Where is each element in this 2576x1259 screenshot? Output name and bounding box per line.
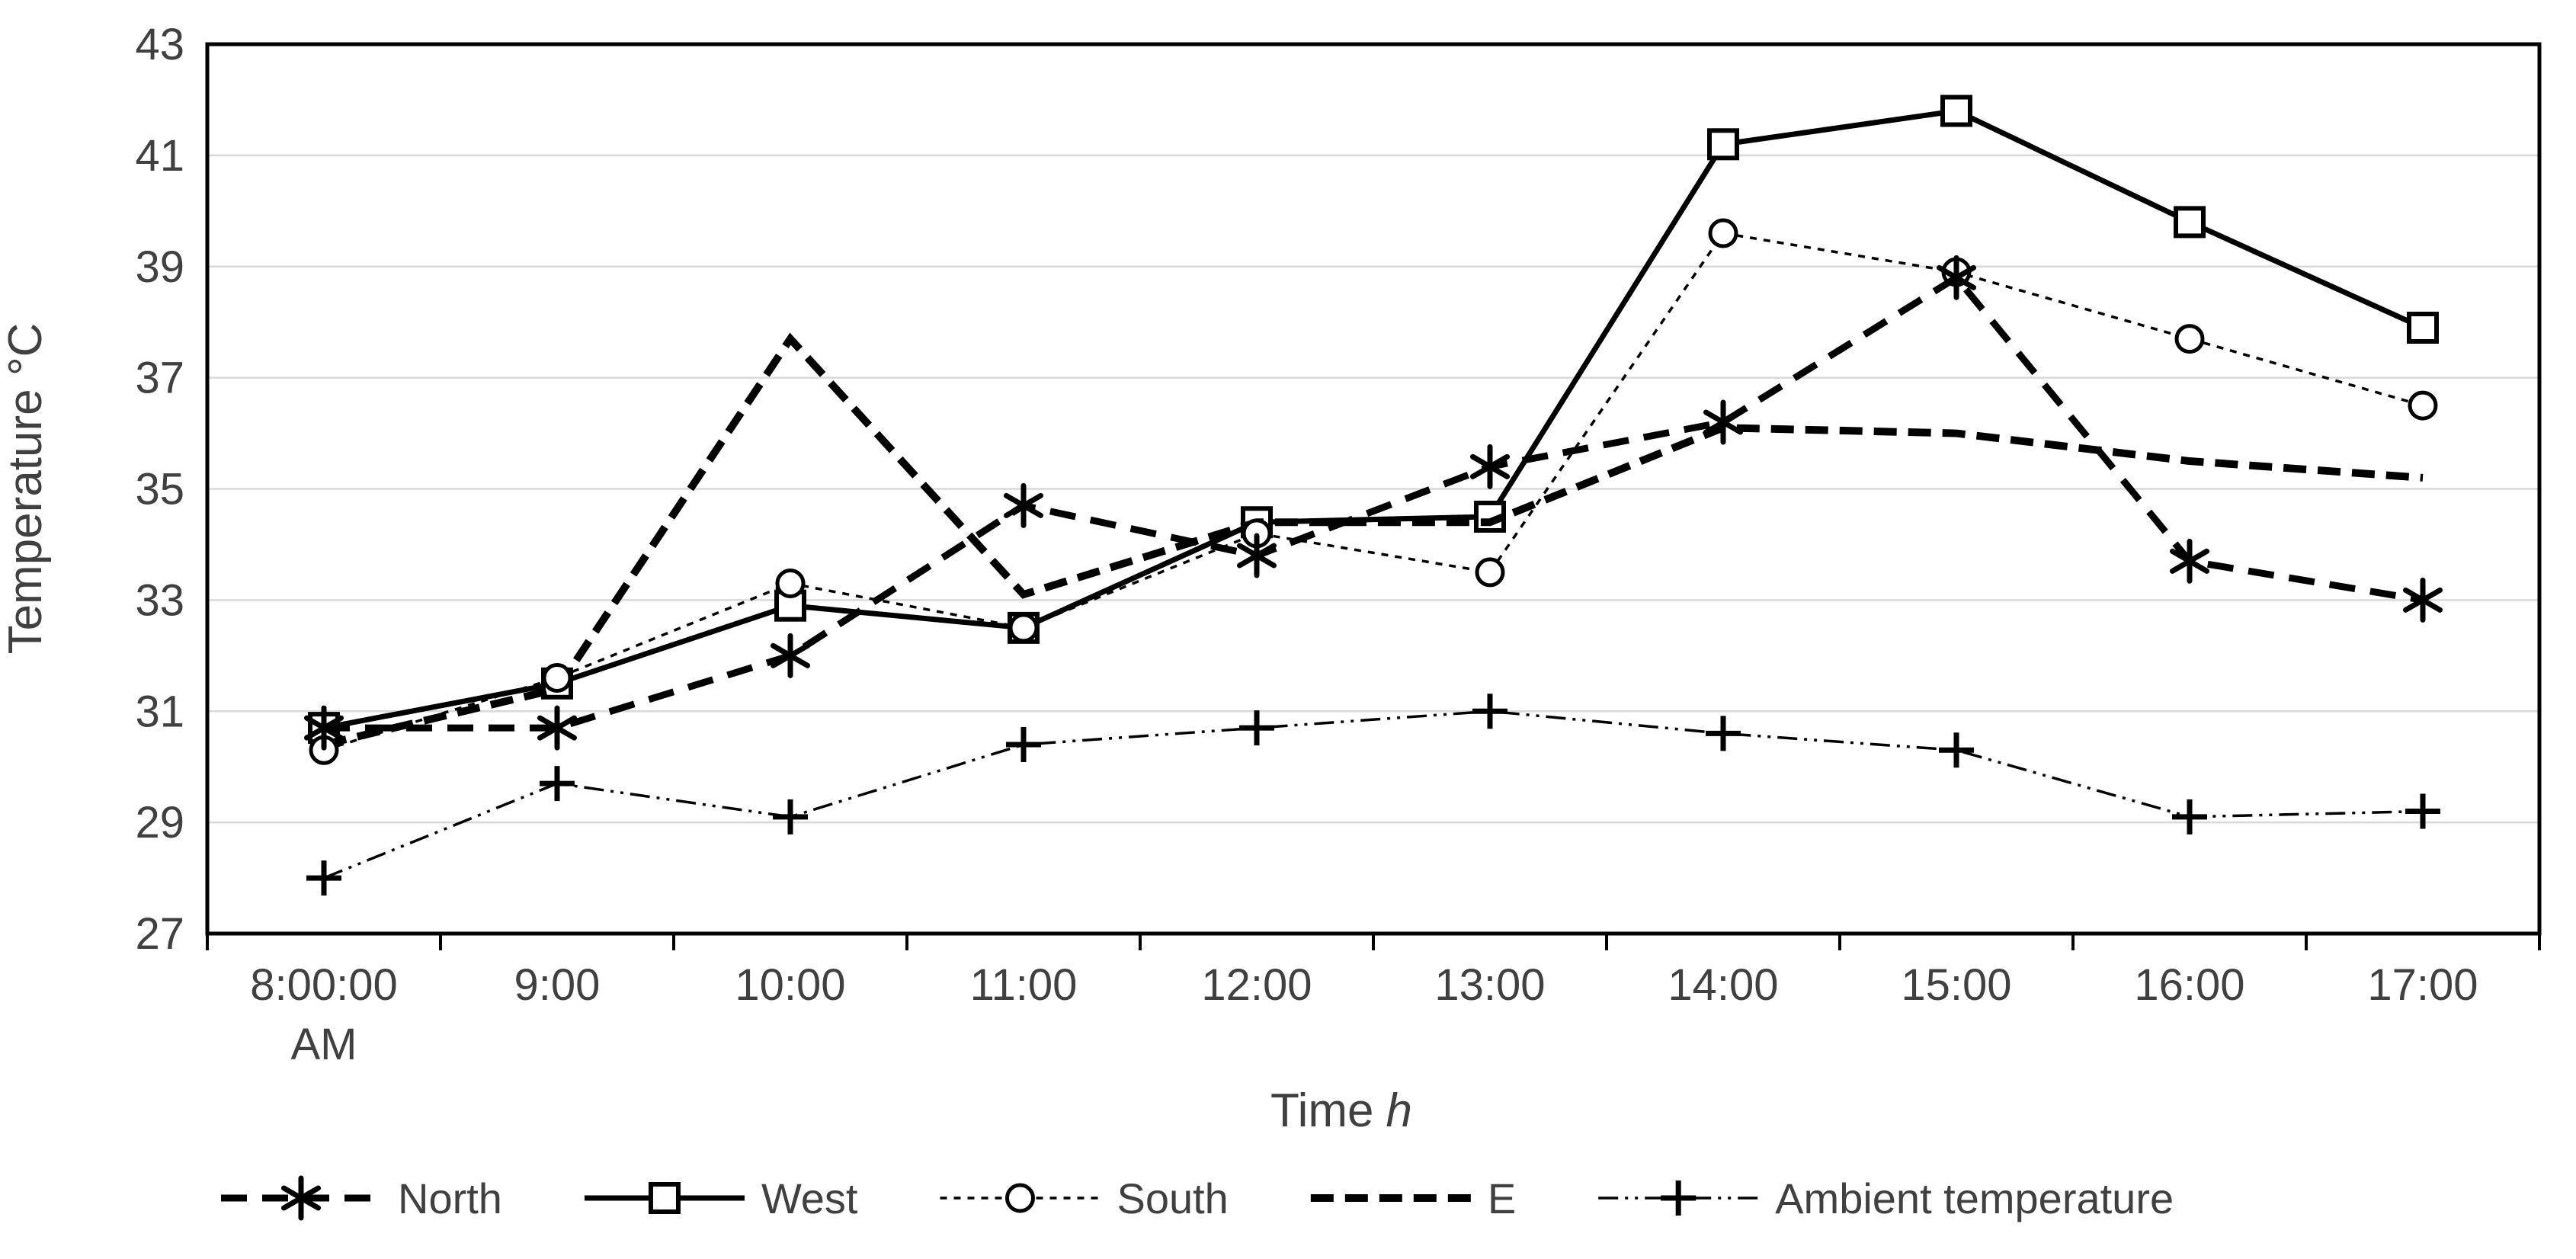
y-tick-label: 35 bbox=[135, 465, 184, 514]
marker-asterisk bbox=[280, 1175, 322, 1221]
marker-circle bbox=[542, 662, 572, 693]
axes-layer bbox=[205, 42, 2542, 950]
x-tick-label: 10:00 bbox=[735, 960, 845, 1010]
y-tick-label: 27 bbox=[135, 909, 184, 959]
x-axis-title-unit: h bbox=[1386, 1084, 1412, 1137]
x-tick-label: 11:00 bbox=[970, 960, 1078, 1010]
marker-square bbox=[1940, 95, 1972, 127]
x-tick-label: 12:00 bbox=[1201, 960, 1312, 1010]
y-tick-label: 37 bbox=[135, 354, 184, 403]
marker-circle bbox=[2408, 390, 2438, 421]
legend-item-ambient-temperature: Ambient temperature bbox=[1598, 1174, 2174, 1222]
series-line bbox=[323, 710, 2424, 879]
x-tick-label: 14:00 bbox=[1668, 960, 1778, 1010]
x-tick-label: 8:00:00 bbox=[250, 960, 398, 1010]
tick-labels-layer: 27 29 31 33 35 37 39 41 43 8:00:00 AM 9:00 10:00 11:0… bbox=[135, 20, 2478, 1069]
marker-square bbox=[1707, 128, 1739, 161]
series-line bbox=[324, 273, 2424, 732]
legend: North West South E Ambient temperature bbox=[221, 1174, 2174, 1222]
legend-item-e: E bbox=[1310, 1174, 1516, 1222]
marker-asterisk bbox=[1469, 444, 1511, 489]
legend-label: North bbox=[398, 1174, 502, 1222]
marker-circle bbox=[775, 568, 806, 598]
marker-plus bbox=[306, 860, 341, 896]
series-line bbox=[322, 332, 2424, 748]
marker-plus bbox=[2172, 799, 2207, 835]
marker-plus bbox=[540, 766, 575, 802]
marker-plus bbox=[2405, 793, 2440, 829]
marker-plus bbox=[1472, 694, 1507, 729]
y-axis-title: Temperature °C bbox=[0, 323, 52, 655]
marker-plus bbox=[1706, 716, 1741, 751]
marker-circle bbox=[1008, 613, 1039, 643]
legend-item-south: South bbox=[940, 1174, 1229, 1222]
marker-square bbox=[774, 589, 806, 622]
marker-plus bbox=[1239, 710, 1274, 746]
marker-square bbox=[2407, 311, 2439, 344]
legend-label: E bbox=[1488, 1174, 1516, 1222]
series-ambient-temperature bbox=[306, 694, 2440, 896]
y-tick-label: 43 bbox=[135, 20, 184, 69]
marker-square bbox=[2174, 206, 2206, 239]
marker-plus bbox=[773, 799, 808, 835]
marker-plus bbox=[1006, 727, 1041, 763]
series-west bbox=[308, 95, 2439, 745]
x-tick-label: 17:00 bbox=[2367, 960, 2478, 1010]
marker-plus bbox=[1661, 1181, 1697, 1216]
series-line bbox=[323, 232, 2424, 751]
y-tick-label: 31 bbox=[135, 687, 184, 736]
x-tick-label-line2: AM bbox=[291, 1020, 357, 1069]
y-tick-label: 29 bbox=[135, 798, 184, 847]
marker-circle bbox=[2174, 324, 2205, 354]
gridlines-layer bbox=[207, 154, 2539, 824]
series-e bbox=[322, 332, 2424, 748]
marker-asterisk bbox=[1936, 255, 1977, 300]
marker-asterisk bbox=[303, 705, 344, 751]
x-tick-label: 9:00 bbox=[514, 960, 601, 1010]
legend-label: South bbox=[1117, 1174, 1228, 1222]
marker-circle bbox=[1004, 1183, 1035, 1213]
legend-label: West bbox=[761, 1174, 858, 1222]
x-axis-title-text: Time bbox=[1270, 1084, 1373, 1137]
y-tick-label: 41 bbox=[135, 131, 184, 181]
marker-asterisk bbox=[2402, 577, 2443, 623]
legend-label: Ambient temperature bbox=[1775, 1174, 2174, 1222]
marker-asterisk bbox=[2169, 538, 2210, 584]
x-tick-label: 13:00 bbox=[1434, 960, 1545, 1010]
marker-asterisk bbox=[1003, 482, 1044, 528]
marker-asterisk bbox=[1703, 399, 1744, 445]
marker-asterisk bbox=[537, 705, 578, 751]
x-axis-title: Time h bbox=[1270, 1084, 1412, 1137]
marker-asterisk bbox=[1236, 533, 1277, 578]
marker-plus bbox=[1939, 732, 1974, 768]
legend-item-north: North bbox=[221, 1174, 502, 1222]
marker-circle bbox=[1708, 218, 1738, 248]
marker-asterisk bbox=[770, 633, 811, 678]
x-tick-label: 16:00 bbox=[2134, 960, 2244, 1010]
y-tick-label: 33 bbox=[135, 575, 184, 625]
marker-square bbox=[648, 1182, 681, 1214]
series-north bbox=[303, 255, 2443, 751]
marker-circle bbox=[1475, 557, 1505, 588]
x-tick-label: 15:00 bbox=[1901, 960, 2011, 1010]
series-line bbox=[323, 107, 2424, 731]
y-tick-label: 39 bbox=[135, 242, 184, 292]
series-layer bbox=[303, 95, 2443, 896]
series-south bbox=[309, 218, 2438, 765]
legend-item-west: West bbox=[584, 1174, 858, 1222]
